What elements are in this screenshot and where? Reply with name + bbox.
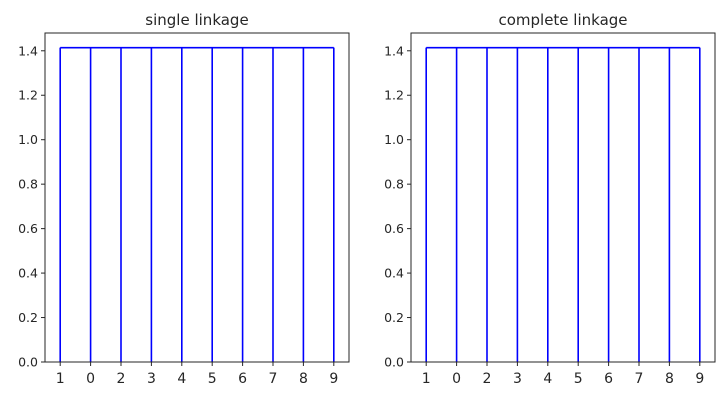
chart-title: single linkage <box>145 11 248 29</box>
axes-frame <box>410 32 716 363</box>
leaf-label: 0 <box>86 371 95 387</box>
leaf-label: 5 <box>574 371 583 387</box>
y-tick-label: 0.8 <box>18 177 38 192</box>
y-tick-label: 1.0 <box>384 132 404 147</box>
leaf-label: 9 <box>695 371 704 387</box>
leaf-label: 4 <box>543 371 552 387</box>
y-tick-label: 0.2 <box>18 310 38 325</box>
leaf-label: 2 <box>117 371 126 387</box>
y-tick-label: 1.2 <box>384 88 404 103</box>
axes-frame <box>44 32 350 363</box>
y-tick-label: 1.4 <box>18 43 38 58</box>
leaf-label: 3 <box>147 371 156 387</box>
y-tick-label: 0.6 <box>18 221 38 236</box>
leaf-label: 8 <box>299 371 308 387</box>
y-tick-label: 1.0 <box>18 132 38 147</box>
y-tick-label: 1.2 <box>18 88 38 103</box>
leaf-label: 7 <box>635 371 644 387</box>
chart-title: complete linkage <box>498 11 627 29</box>
leaf-label: 1 <box>56 371 65 387</box>
leaf-label: 6 <box>604 371 613 387</box>
leaf-label: 1 <box>422 371 431 387</box>
complete-linkage-panel: complete linkage 0.0 0.2 0.4 0.6 0.8 1.0 1.2 1.4… <box>384 11 716 387</box>
y-tick-label: 0.4 <box>384 266 404 281</box>
leaf-label: 6 <box>238 371 247 387</box>
leaf-label: 9 <box>329 371 338 387</box>
leaf-label: 4 <box>177 371 186 387</box>
leaf-label: 8 <box>665 371 674 387</box>
leaf-label: 7 <box>269 371 278 387</box>
single-linkage-panel: single linkage 0.0 0.2 0.4 0.6 0.8 1.0 1.2 1.4 1 0… <box>18 11 350 387</box>
y-tick-label: 0.8 <box>384 177 404 192</box>
leaf-label: 3 <box>513 371 522 387</box>
y-tick-label: 0.2 <box>384 310 404 325</box>
leaf-label: 0 <box>452 371 461 387</box>
y-tick-label: 1.4 <box>384 43 404 58</box>
y-tick-label: 0.6 <box>384 221 404 236</box>
y-tick-label: 0.0 <box>384 355 404 370</box>
leaf-label: 2 <box>483 371 492 387</box>
leaf-label: 5 <box>208 371 217 387</box>
y-tick-label: 0.4 <box>18 266 38 281</box>
y-tick-label: 0.0 <box>18 355 38 370</box>
